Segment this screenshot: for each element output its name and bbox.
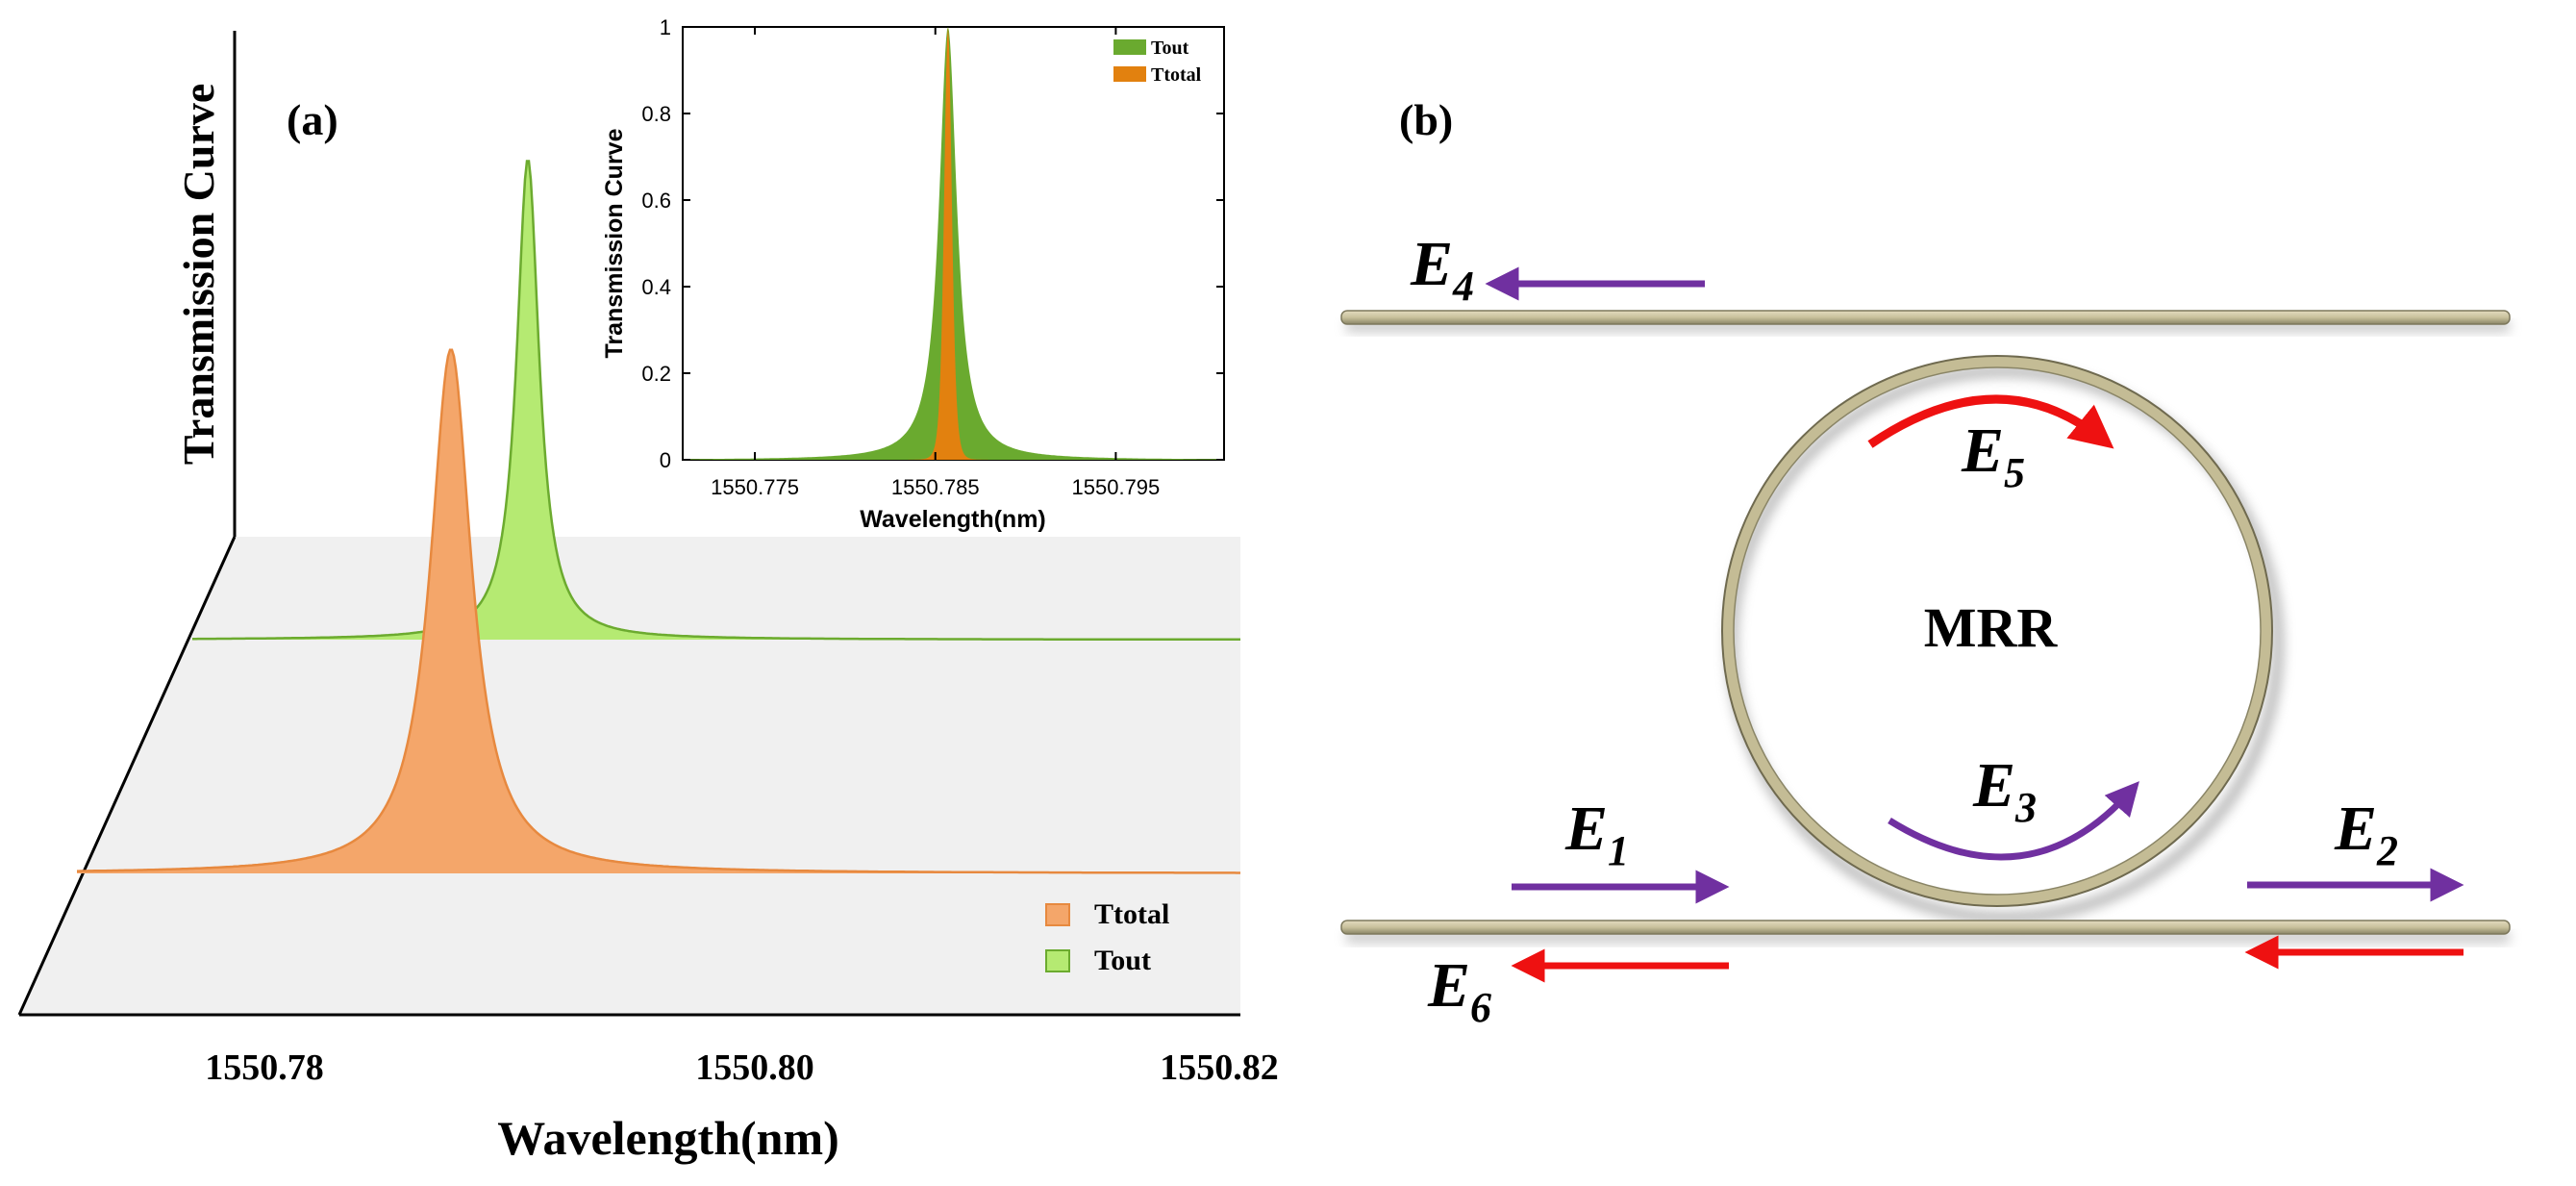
top-waveguide [1340, 310, 2511, 325]
legend-swatch-ttotal [1045, 903, 1070, 926]
x-tick-label: 1550.78 [205, 1047, 324, 1088]
micro-ring-outer-edge [1721, 355, 2273, 907]
e4-label: E4 [1410, 229, 1474, 310]
legend-label-tout: Tout [1094, 945, 1151, 976]
waterfall-legend: Ttotal Tout [1045, 898, 1169, 976]
inset-y-tick-label: 0.8 [641, 102, 671, 126]
x-tick-label: 1550.82 [1160, 1047, 1279, 1088]
e2-label: E2 [2334, 794, 2398, 874]
inset-legend: Tout Ttotal [1113, 38, 1202, 86]
inset-axis-ticks: 0 0.2 0.4 0.6 0.8 1 1550.775 1550.785 1550.795 [641, 15, 1224, 499]
ttotal-waterfall-line [77, 348, 1240, 874]
e6-name: E [1427, 950, 1470, 1021]
inset-ttotal-area [683, 27, 1224, 461]
e4-subscript: 4 [1452, 263, 1474, 310]
legend-label-ttotal: Ttotal [1094, 898, 1169, 930]
e6-label: E6 [1427, 950, 1491, 1031]
panel-b-label: (b) [1399, 95, 1453, 144]
e4-name: E [1410, 229, 1453, 299]
e5-label: E5 [1961, 416, 2025, 496]
inset-legend-swatch-tout [1113, 39, 1146, 55]
e1-name: E [1564, 794, 1608, 864]
micro-ring-resonator [1722, 356, 2272, 906]
e2-subscript: 2 [2376, 827, 2398, 874]
inset-x-tick-label: 1550.795 [1072, 475, 1161, 499]
inset-y-tick-label: 1 [660, 15, 671, 39]
inset-legend-label-ttotal: Ttotal [1151, 64, 1202, 86]
depth-axis-line [17, 536, 237, 1016]
inset-ylabel: Transmission Curve [601, 128, 628, 358]
e2-name: E [2334, 794, 2377, 864]
inset-y-tick-label: 0.4 [641, 275, 671, 299]
inset-y-tick-label: 0.6 [641, 189, 671, 213]
inset-chart: 0 0.2 0.4 0.6 0.8 1 1550.775 1550.785 1550.795 W… [601, 15, 1225, 533]
e5-arrow [1867, 394, 2114, 449]
panel-a-label: (a) [287, 95, 338, 144]
inset-x-tick-label: 1550.775 [711, 475, 799, 499]
e5-name: E [1961, 416, 2004, 486]
inset-legend-swatch-ttotal [1113, 66, 1146, 82]
e5-subscript: 5 [2004, 449, 2025, 496]
e3-subscript: 3 [2014, 784, 2037, 831]
z-axis-label: Transmission Curve [174, 84, 223, 466]
panel-b: (b) MRR E4 E5 E3 E1 E2 E6 [1340, 95, 2511, 1031]
x-tick-label: 1550.80 [695, 1047, 814, 1088]
inset-y-tick-label: 0.2 [641, 362, 671, 386]
inset-x-tick-label: 1550.785 [891, 475, 980, 499]
micro-ring-inner-edge [1733, 366, 2262, 896]
e6-subscript: 6 [1470, 984, 1491, 1031]
e3-name: E [1972, 750, 2015, 820]
legend-swatch-tout [1045, 949, 1070, 972]
inset-y-tick-label: 0 [660, 448, 671, 472]
e1-subscript: 1 [1608, 827, 1629, 874]
tout-waterfall-line [192, 160, 1240, 642]
e1-label: E1 [1564, 794, 1629, 874]
waterfall-floor [19, 537, 1240, 1015]
bottom-waveguide [1340, 920, 2511, 935]
inset-xlabel: Wavelength(nm) [860, 506, 1046, 533]
panel-a: (a) Transmission Curve 1550.78 1550.80 1… [17, 31, 1279, 1165]
inset-legend-label-tout: Tout [1151, 38, 1189, 59]
x-axis-label: Wavelength(nm) [497, 1111, 839, 1165]
ring-label: MRR [1924, 596, 2059, 659]
e3-label: E3 [1972, 750, 2037, 831]
e3-arrow [1888, 781, 2139, 861]
inset-tout-area [683, 27, 1224, 460]
